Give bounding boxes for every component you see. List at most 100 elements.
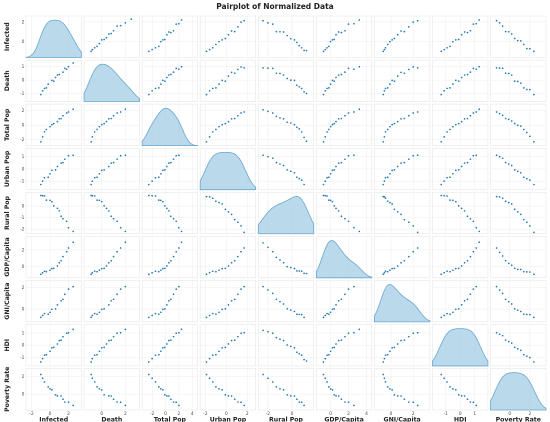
data-point xyxy=(501,114,504,117)
data-point xyxy=(335,395,337,397)
data-point xyxy=(96,270,98,273)
data-point xyxy=(98,199,101,202)
data-point xyxy=(47,176,50,179)
data-point xyxy=(151,271,154,274)
data-point xyxy=(446,87,448,90)
panel-gni-capita-vs-gni-capita xyxy=(374,280,431,323)
data-point xyxy=(407,401,410,403)
data-point xyxy=(107,395,110,397)
data-point xyxy=(326,195,328,197)
data-point xyxy=(39,316,42,319)
data-point xyxy=(324,48,327,51)
data-point xyxy=(240,332,242,335)
data-point xyxy=(478,230,481,233)
data-point xyxy=(529,313,531,316)
data-point xyxy=(100,308,103,311)
data-point xyxy=(91,48,94,51)
data-point xyxy=(329,40,332,43)
data-point xyxy=(337,74,340,76)
panel-gdp-capita-vs-hdi xyxy=(432,236,489,279)
panel-poverty-rate-vs-hdi xyxy=(432,368,489,411)
data-point xyxy=(230,213,233,216)
data-point xyxy=(449,128,451,131)
data-point xyxy=(533,273,535,276)
data-point xyxy=(516,309,519,312)
panel-rural-pop-vs-poverty-rate xyxy=(490,191,547,235)
y-tick-label: 0 xyxy=(22,203,25,209)
panel-background xyxy=(257,59,315,102)
data-point xyxy=(63,158,66,161)
data-point xyxy=(333,38,336,41)
data-point xyxy=(267,289,269,291)
panel-death-vs-rural-pop xyxy=(257,59,315,102)
data-point xyxy=(326,87,328,90)
data-point xyxy=(400,213,402,216)
data-point xyxy=(161,79,164,82)
data-point xyxy=(400,30,402,32)
data-point xyxy=(466,259,469,262)
data-point xyxy=(452,269,454,272)
data-point xyxy=(469,401,472,403)
data-point xyxy=(47,83,50,85)
data-point xyxy=(52,267,55,270)
data-point xyxy=(384,46,387,49)
data-point xyxy=(116,220,118,223)
data-point xyxy=(119,24,122,27)
data-point xyxy=(403,30,406,33)
data-point xyxy=(230,261,233,264)
data-point xyxy=(116,158,118,161)
data-point xyxy=(501,157,504,160)
data-point xyxy=(293,79,296,82)
data-point xyxy=(243,285,246,288)
data-point xyxy=(178,226,180,229)
data-point xyxy=(322,183,325,186)
data-point xyxy=(72,108,74,111)
data-point xyxy=(498,333,501,336)
data-point xyxy=(326,131,328,133)
data-point xyxy=(460,76,463,79)
data-point xyxy=(51,389,53,391)
data-point xyxy=(495,66,498,69)
panel-gdp-capita-vs-death xyxy=(83,236,140,279)
data-point xyxy=(107,261,110,264)
data-point xyxy=(159,350,162,353)
data-point xyxy=(472,401,475,404)
data-point xyxy=(333,80,336,83)
data-point xyxy=(452,311,454,314)
data-point xyxy=(335,207,337,210)
y-tick-label: 2 xyxy=(22,108,25,114)
x-tick-label: 0 xyxy=(49,411,52,417)
data-point xyxy=(208,271,211,274)
data-point xyxy=(386,386,389,388)
data-point xyxy=(298,313,301,316)
data-point xyxy=(382,373,385,376)
row-label-gdp-capita: GDP/Capita xyxy=(4,237,11,276)
data-point xyxy=(170,161,172,164)
panel-death-vs-death xyxy=(83,59,140,102)
data-point xyxy=(267,22,269,24)
x-tick-label: -1 xyxy=(443,411,448,417)
data-point xyxy=(296,126,298,129)
data-point xyxy=(457,80,460,83)
panel-death-vs-gdp-capita xyxy=(316,59,373,102)
data-point xyxy=(205,373,208,376)
panel-background xyxy=(83,236,140,279)
data-point xyxy=(510,33,513,35)
data-point xyxy=(54,308,57,310)
data-point xyxy=(215,313,217,316)
data-point xyxy=(282,31,285,33)
data-point xyxy=(218,387,220,390)
panel-background xyxy=(257,280,315,323)
data-point xyxy=(51,200,53,203)
data-point xyxy=(166,207,168,210)
data-point xyxy=(218,83,220,85)
data-point xyxy=(218,40,220,43)
data-point xyxy=(58,210,61,212)
data-point xyxy=(443,89,445,92)
y-tick-label: 0 xyxy=(22,307,25,313)
panel-background xyxy=(316,368,373,411)
data-point xyxy=(333,169,336,171)
data-point xyxy=(41,180,44,182)
data-point xyxy=(105,36,108,39)
